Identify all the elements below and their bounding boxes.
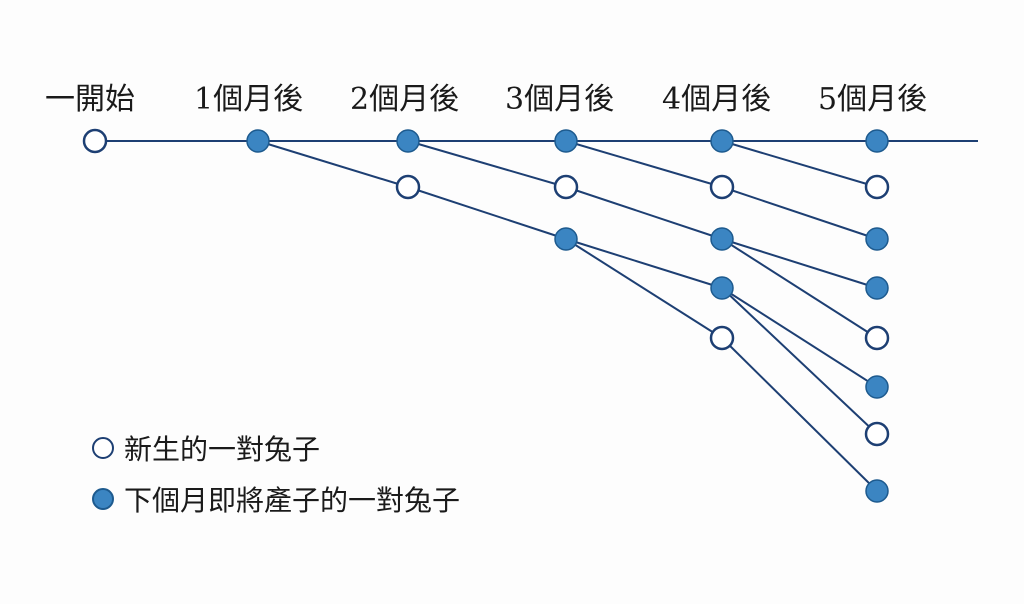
mature-pair-node (710, 129, 734, 153)
branch-line (565, 238, 723, 339)
legend-mature: 下個月即將產子的一對兔子 (92, 479, 460, 519)
branch-line (565, 140, 723, 188)
filled-circle-icon (92, 488, 114, 510)
mature-pair-node (865, 129, 889, 153)
branch-line (565, 186, 723, 240)
month-label-2: 2個月後 (350, 82, 460, 117)
mature-pair-node (710, 276, 734, 300)
legend-newborn-label: 新生的一對兔子 (124, 433, 321, 466)
mature-pair-node (865, 276, 889, 300)
month-label-5: 5個月後 (818, 82, 928, 117)
branch-line (721, 140, 878, 188)
mature-pair-node (554, 227, 578, 251)
branch-line (721, 186, 878, 240)
newborn-pair-node (709, 174, 735, 200)
newborn-pair-node (864, 325, 890, 351)
mature-pair-node (865, 479, 889, 503)
mature-pair-node (554, 129, 578, 153)
branch-line (407, 140, 567, 188)
newborn-pair-node (553, 174, 579, 200)
branch-line (721, 238, 878, 339)
branch-line (257, 140, 409, 188)
mature-pair-node (865, 375, 889, 399)
open-circle-icon (92, 437, 114, 459)
month-label-1: 1個月後 (194, 82, 304, 117)
legend-newborn: 新生的一對兔子 (92, 428, 320, 468)
legend-mature-label: 下個月即將產子的一對兔子 (124, 484, 461, 517)
branch-line (721, 238, 878, 289)
branch-line (565, 238, 723, 289)
mature-pair-node (396, 129, 420, 153)
month-label-3: 3個月後 (505, 82, 615, 117)
month-label-start: 一開始 (45, 82, 135, 117)
branch-line (721, 337, 878, 492)
newborn-pair-node (395, 174, 421, 200)
mature-pair-node (710, 227, 734, 251)
newborn-pair-node (82, 128, 108, 154)
mature-pair-node (246, 129, 270, 153)
newborn-pair-node (709, 325, 735, 351)
branch-line (721, 287, 878, 388)
newborn-pair-node (864, 421, 890, 447)
branch-line (721, 287, 878, 435)
newborn-pair-node (864, 174, 890, 200)
mature-pair-node (865, 227, 889, 251)
branch-line (407, 186, 567, 240)
month-label-4: 4個月後 (662, 82, 772, 117)
